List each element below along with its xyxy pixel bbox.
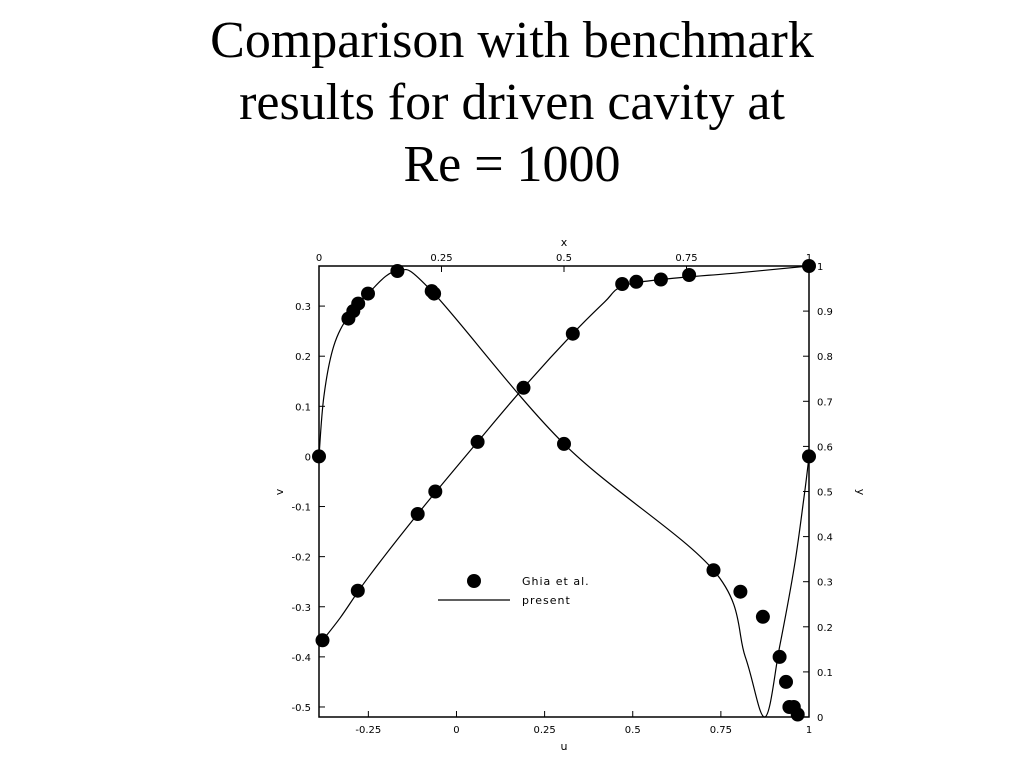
curve-v-profile bbox=[318, 268, 810, 718]
title-line-1: Comparison with benchmark bbox=[210, 12, 814, 69]
tick-label-y-4: 0.4 bbox=[817, 533, 833, 544]
data-point-v-8 bbox=[557, 436, 571, 451]
tick-label-v-3: 0 bbox=[305, 452, 311, 463]
tick-label-v-6: -0.3 bbox=[291, 603, 311, 614]
tick-label-v-8: -0.5 bbox=[291, 703, 311, 714]
tick-label-v-7: -0.4 bbox=[291, 653, 311, 664]
legend-entry-ghia: Ghia et al. bbox=[522, 575, 590, 588]
tick-label-y-0: 0 bbox=[817, 713, 823, 724]
data-point-v-17 bbox=[802, 449, 816, 464]
tick-label-v-5: -0.2 bbox=[291, 553, 311, 564]
data-point-v-5 bbox=[390, 264, 405, 278]
data-point-u-1 bbox=[682, 268, 697, 282]
data-point-v-13 bbox=[779, 674, 793, 689]
data-point-u-0 bbox=[802, 259, 816, 273]
tick-label-y-2: 0.2 bbox=[817, 623, 833, 634]
data-point-u-10 bbox=[350, 583, 365, 598]
data-point-u-5 bbox=[565, 326, 580, 341]
data-point-v-4 bbox=[361, 286, 375, 301]
data-point-v-16 bbox=[790, 707, 805, 722]
data-point-u-7 bbox=[470, 434, 485, 449]
tick-label-y-7: 0.7 bbox=[817, 397, 833, 408]
markers-layer bbox=[312, 259, 816, 722]
slide-title: Comparison with benchmark results for dr… bbox=[0, 10, 1024, 196]
data-point-u-6 bbox=[516, 380, 531, 395]
tick-label-y-9: 0.9 bbox=[817, 307, 833, 318]
tick-label-x-2: 0.5 bbox=[556, 253, 572, 264]
legend-marker-symbol bbox=[467, 574, 481, 588]
data-point-v-7 bbox=[427, 286, 442, 301]
tick-label-u-4: 0.75 bbox=[710, 725, 732, 736]
curve-u-profile bbox=[318, 265, 810, 646]
data-point-v-3 bbox=[351, 296, 366, 311]
tick-label-v-4: -0.1 bbox=[291, 503, 311, 514]
data-point-v-11 bbox=[755, 609, 770, 624]
tick-label-x-3: 0.75 bbox=[675, 253, 697, 264]
data-point-v-10 bbox=[733, 584, 748, 599]
data-point-u-3 bbox=[629, 274, 644, 289]
data-point-u-4 bbox=[615, 277, 630, 291]
tick-label-v-2: 0.1 bbox=[295, 402, 311, 413]
legend: Ghia et al. present bbox=[438, 574, 590, 607]
tick-label-x-0: 0 bbox=[316, 253, 322, 264]
right-axis-label: y bbox=[854, 489, 867, 496]
tick-label-v-1: 0.2 bbox=[295, 352, 311, 363]
tick-label-y-6: 0.6 bbox=[817, 442, 833, 453]
tick-label-v-0: 0.3 bbox=[295, 302, 311, 313]
tick-label-u-2: 0.25 bbox=[533, 725, 555, 736]
tick-label-y-10: 1 bbox=[817, 262, 823, 273]
data-point-u-2 bbox=[653, 272, 668, 287]
top-axis-label: x bbox=[561, 236, 568, 249]
tick-label-x-4: 1 bbox=[806, 253, 812, 264]
data-point-v-0 bbox=[312, 449, 326, 464]
data-point-u-11 bbox=[315, 633, 330, 648]
data-point-v-12 bbox=[772, 649, 787, 664]
tick-label-y-5: 0.5 bbox=[817, 488, 833, 499]
title-line-3: Re = 1000 bbox=[403, 136, 621, 193]
tick-label-u-1: 0 bbox=[453, 725, 459, 736]
ticks-layer: -0.25 0 0.25 0.5 0.75 10 0.25 0.5 0.75 10.30.20.1… bbox=[291, 253, 832, 736]
tick-label-y-8: 0.8 bbox=[817, 352, 833, 363]
tick-label-u-3: 0.5 bbox=[625, 725, 641, 736]
bottom-axis-label: u bbox=[561, 740, 568, 753]
data-point-u-8 bbox=[428, 484, 443, 499]
curves-layer bbox=[318, 265, 810, 718]
tick-label-u-0: -0.25 bbox=[355, 725, 381, 736]
tick-label-y-3: 0.3 bbox=[817, 578, 833, 589]
tick-label-u-5: 1 bbox=[806, 725, 812, 736]
tick-label-y-1: 0.1 bbox=[817, 668, 833, 679]
left-axis-label: v bbox=[273, 488, 286, 495]
tick-label-x-1: 0.25 bbox=[430, 253, 452, 264]
title-line-2: results for driven cavity at bbox=[239, 74, 785, 131]
data-point-v-9 bbox=[706, 563, 721, 578]
data-point-u-9 bbox=[410, 507, 425, 521]
plot-frame bbox=[318, 265, 810, 718]
legend-entry-present: present bbox=[522, 594, 571, 607]
